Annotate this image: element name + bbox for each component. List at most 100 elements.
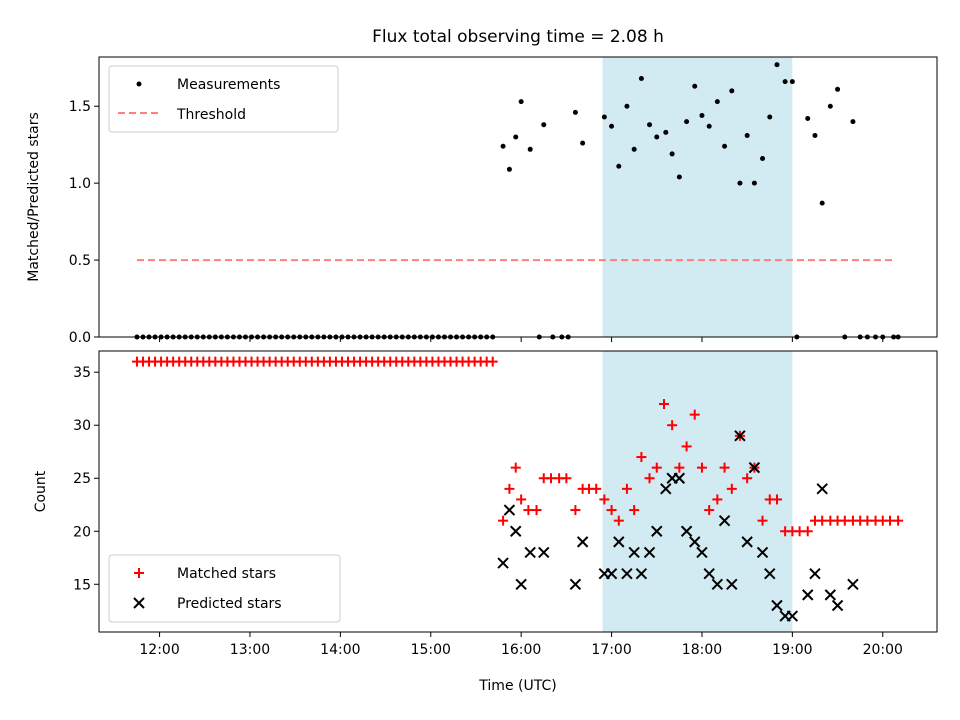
top-panel: 0.0 0.5 1.0 1.5 Flux total observing time =… <box>26 27 938 346</box>
measurement-point <box>513 134 519 140</box>
y-tick-label: 15 <box>73 577 91 593</box>
matched-stars-point <box>516 494 527 505</box>
measurement-point <box>676 174 682 180</box>
matched-stars-point <box>561 473 572 484</box>
measurement-point <box>572 109 578 115</box>
predicted-stars-point <box>673 472 686 484</box>
predicted-stars-point <box>576 536 589 548</box>
matched-stars-point <box>704 505 715 516</box>
matched-stars-point <box>674 462 685 473</box>
measurement-point <box>760 156 766 162</box>
predicted-stars-point <box>847 578 859 590</box>
top-ticks: 0.0 0.5 1.0 1.5 <box>69 99 884 346</box>
predicted-stars-point <box>538 546 550 559</box>
matched-stars-point <box>658 399 669 410</box>
matched-stars-point <box>621 483 632 494</box>
x-tick-label: 15:00 <box>411 642 451 658</box>
legend-measurements-label: Measurements <box>177 77 280 93</box>
y-tick-label: 1.0 <box>69 176 91 192</box>
x-tick-label: 20:00 <box>863 642 903 658</box>
predicted-stars-point <box>734 430 746 442</box>
y-tick-label: 20 <box>73 524 91 540</box>
measurement-point <box>663 129 669 135</box>
y-tick-label: 35 <box>73 365 91 381</box>
predicted-stars-point <box>711 578 724 590</box>
measurement-point <box>692 83 698 89</box>
measurement-point <box>737 180 743 186</box>
measurement-point <box>835 86 841 92</box>
measurement-point <box>654 134 660 140</box>
measurement-point <box>774 62 780 68</box>
bottom-panel: 15 20 25 30 35 12:00 13:00 14:00 15:00 16:00 17:00… <box>33 350 938 694</box>
y-tick-label: 0.0 <box>69 330 91 346</box>
predicted-stars-point <box>660 483 672 495</box>
x-axis-label: Time (UTC) <box>478 678 556 694</box>
y-tick-label: 0.5 <box>69 253 91 269</box>
predicted-stars-point <box>524 546 536 559</box>
legend-measurements-marker <box>136 81 142 87</box>
x-tick-label: 12:00 <box>139 642 179 658</box>
matched-stars-point <box>613 515 624 526</box>
matched-stars-point <box>742 473 753 484</box>
x-tick-label: 14:00 <box>320 642 360 658</box>
predicted-stars-point <box>726 578 738 590</box>
predicted-stars-point <box>605 567 618 580</box>
bottom-legend: Matched stars Predicted stars <box>108 554 341 623</box>
legend-matched-label: Matched stars <box>177 566 276 582</box>
bottom-marks <box>131 356 904 622</box>
measurement-point <box>714 99 720 105</box>
top-axes-frame <box>98 56 938 338</box>
measurement-point <box>684 119 690 125</box>
y-tick-label: 1.5 <box>69 99 91 115</box>
measurement-point <box>541 122 547 128</box>
predicted-stars-point <box>764 567 776 580</box>
measurement-point <box>722 143 728 149</box>
bottom-shaded-span <box>602 351 793 632</box>
predicted-stars-point <box>802 589 814 601</box>
legend-predicted-label: Predicted stars <box>177 596 282 612</box>
x-tick-label: 13:00 <box>230 642 270 658</box>
predicted-stars-point <box>756 546 769 559</box>
matched-stars-point <box>667 420 678 431</box>
predicted-stars-point <box>831 599 844 612</box>
predicted-stars-point <box>696 546 708 559</box>
measurement-point <box>506 166 512 172</box>
x-tick-label: 19:00 <box>772 642 812 658</box>
measurement-point <box>669 151 675 157</box>
y-tick-label: 25 <box>73 471 91 487</box>
matched-stars-point <box>644 473 655 484</box>
measurement-point <box>751 180 757 186</box>
measurement-point <box>782 79 788 85</box>
measurement-point <box>601 114 607 120</box>
matched-stars-point <box>504 483 515 494</box>
measurement-point <box>616 163 622 169</box>
matched-stars-point <box>570 505 581 516</box>
matched-stars-point <box>681 441 692 452</box>
predicted-stars-point <box>786 610 799 622</box>
predicted-stars-point <box>497 557 509 569</box>
measurement-point <box>527 146 533 152</box>
matched-stars-point <box>757 515 768 526</box>
x-tick-label: 16:00 <box>501 642 541 658</box>
y-tick-label: 30 <box>73 418 91 434</box>
predicted-stars-point <box>809 567 821 580</box>
measurement-point <box>699 112 705 118</box>
measurement-point <box>819 200 825 206</box>
top-y-axis-label: Matched/Predicted stars <box>26 112 42 282</box>
measurement-point <box>729 88 735 94</box>
legend-plus-glyph <box>134 568 144 578</box>
matched-stars-point <box>636 452 647 463</box>
legend-x-glyph <box>133 597 145 609</box>
measurement-point <box>638 76 644 82</box>
top-shaded-span <box>602 57 793 337</box>
matched-stars-point <box>893 515 904 526</box>
predicted-stars-point <box>621 567 633 580</box>
measurement-point <box>744 132 750 138</box>
measurement-point <box>609 123 615 129</box>
predicted-stars-point <box>741 536 753 548</box>
predicted-stars-point <box>816 483 828 495</box>
predicted-stars-point <box>824 589 837 601</box>
predicted-stars-point <box>703 567 715 580</box>
predicted-stars-point <box>718 514 731 527</box>
matched-stars-point <box>510 462 521 473</box>
